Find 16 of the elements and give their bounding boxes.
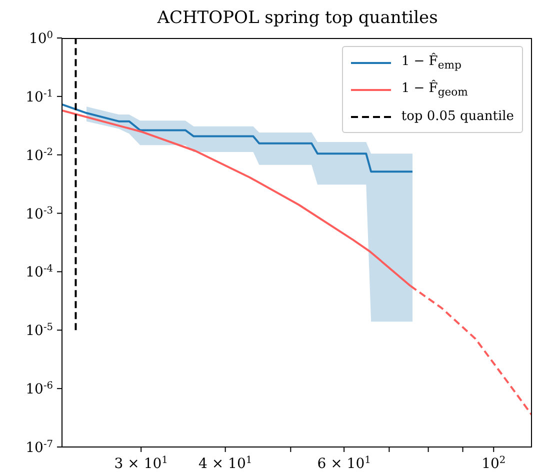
- y-tick-label: 10$^{-6}$: [26, 380, 53, 398]
- y-tick-label: 10$^{-4}$: [26, 263, 53, 281]
- legend-label: 1 − F̂$_{emp}$: [401, 54, 462, 72]
- y-tick-label: 10$^{-3}$: [26, 204, 53, 222]
- y-tick-label: 10$^{-1}$: [26, 88, 53, 106]
- legend-label: top 0.05 quantile: [401, 109, 514, 124]
- chart-title: ACHTOPOL spring top quantiles: [156, 8, 439, 28]
- x-tick-label: 6 × 10$^{1}$: [317, 454, 371, 472]
- y-tick-label: 10$^{0}$: [28, 30, 53, 47]
- legend-label: 1 − F̂$_{geom}$: [401, 80, 468, 98]
- y-tick-label: 10$^{-2}$: [26, 146, 53, 164]
- y-tick-label: 10$^{-5}$: [26, 322, 53, 340]
- x-tick-label: 4 × 10$^{1}$: [198, 454, 252, 472]
- x-tick-label: 10$^{2}$: [482, 454, 506, 472]
- y-tick-label: 10$^{-7}$: [26, 438, 53, 456]
- x-tick-label: 3 × 10$^{1}$: [114, 454, 168, 472]
